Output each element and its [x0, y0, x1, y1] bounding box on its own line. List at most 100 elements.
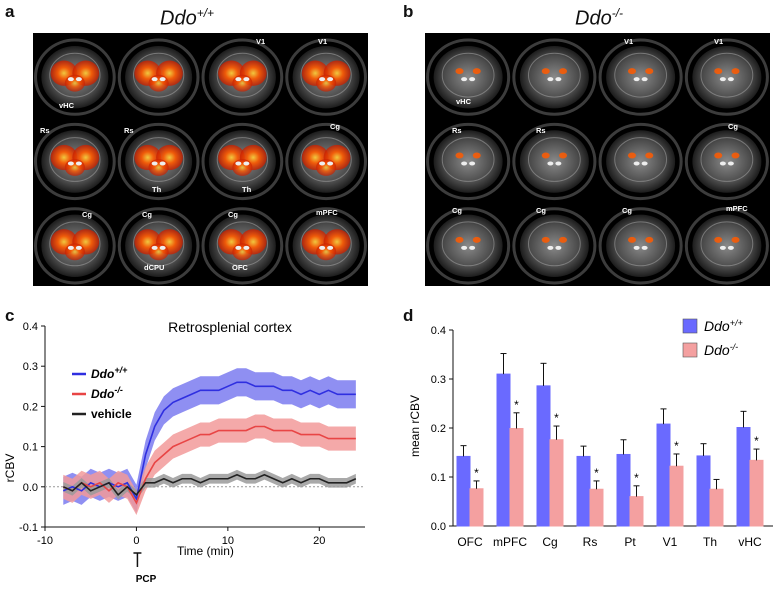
ventricle: [243, 77, 250, 82]
bar-Pt-series-0: [616, 453, 631, 527]
ventricle: [719, 77, 726, 82]
activation-spot: [628, 152, 636, 159]
ventricle: [235, 161, 242, 166]
cortex-outline: [133, 137, 185, 182]
panel-a-letter: a: [5, 2, 15, 21]
y-tick-label: 0.2: [431, 423, 446, 435]
label-rs: Rs: [452, 126, 462, 135]
label-v1: V1: [318, 37, 327, 46]
legend-swatch-1: [682, 342, 698, 358]
panel-b-title: Ddo-/-: [575, 6, 623, 31]
cortex-outline: [614, 221, 667, 267]
ventricle: [641, 77, 648, 82]
series-line-2: [62, 473, 357, 497]
cortex-outline: [216, 52, 268, 98]
mri-grid-wildtype: V1 V1 vHC Rs Rs Cg Th Th Cg Cg Cg mPFC d…: [33, 33, 368, 286]
ventricle: [547, 245, 554, 250]
significance-star: *: [514, 398, 519, 412]
brain-slice: [519, 130, 589, 193]
activation-spot: [645, 68, 654, 75]
ventricle: [151, 161, 158, 166]
ventricle: [327, 77, 334, 82]
bar-Rs-series-0: [576, 455, 591, 527]
bar-OFC-series-1: [469, 488, 484, 527]
skull-ring: [426, 38, 511, 116]
label-vhc: vHC: [59, 101, 75, 110]
ventricle: [235, 245, 242, 250]
ventricle: [67, 245, 74, 250]
significance-star: *: [554, 411, 559, 425]
mri-image-knockout: V1 V1 vHC Rs Rs Cg Cg Cg Cg mPFC: [426, 37, 769, 285]
activation-spot: [731, 152, 740, 159]
activation-spot: [455, 152, 464, 159]
label-rs: Rs: [124, 126, 134, 135]
cortex-outline: [528, 137, 581, 182]
series-line-0: [62, 381, 356, 502]
cortex-outline: [700, 221, 754, 267]
y-axis-label: rCBV: [3, 454, 17, 483]
cortex-outline: [216, 221, 268, 267]
ventricle: [719, 161, 726, 166]
cortex-outline: [441, 221, 495, 267]
activation-spot: [541, 152, 550, 159]
cortex-outline: [700, 52, 754, 98]
line-chart: Retrosplenial cortex rCBV Time (min) PCP…: [3, 319, 365, 585]
activation-blob: [316, 159, 337, 176]
label-cg: Cg: [622, 206, 632, 215]
skull-ring: [684, 38, 769, 116]
activation-blob: [316, 243, 337, 261]
panel-b-letter: b: [403, 2, 414, 21]
label-cg: Cg: [142, 210, 152, 219]
legend-label-1: Ddo-/-: [704, 342, 738, 358]
ventricle: [469, 77, 476, 82]
ventricle: [727, 77, 734, 82]
skull-ring: [684, 207, 769, 285]
ventricle: [547, 161, 554, 166]
cortex-outline: [300, 137, 352, 182]
activation-blob: [148, 74, 169, 92]
activation-spot: [541, 236, 550, 243]
panel-b-title-main: Ddo: [575, 7, 612, 30]
pcp-marker-label: PCP: [136, 574, 157, 585]
ventricle: [67, 161, 74, 166]
skull-ring: [512, 38, 597, 116]
activation-blob: [148, 243, 169, 261]
y-axis-label: mean rCBV: [408, 395, 422, 457]
cortex-outline: [441, 137, 495, 182]
mri-grid-knockout: V1 V1 vHC Rs Rs Cg Cg Cg Cg mPFC: [425, 33, 770, 286]
x-tick-label: Rs: [583, 535, 598, 549]
cortex-outline: [300, 221, 352, 267]
ventricle: [727, 245, 734, 250]
bar-V1-series-1: [669, 465, 684, 527]
cortex-outline: [49, 137, 101, 182]
ventricle: [151, 245, 158, 250]
activation-spot: [472, 68, 481, 75]
ventricle: [547, 77, 554, 82]
label-th: Th: [152, 185, 162, 194]
ventricle: [641, 245, 648, 250]
activation-spot: [714, 68, 723, 75]
legend-label-sup: -/-: [114, 385, 123, 395]
cortex-outline: [133, 221, 185, 267]
skull-ring: [201, 38, 284, 116]
ventricle: [555, 77, 562, 82]
series-line-1: [62, 425, 356, 505]
label-mpfc: mPFC: [316, 208, 338, 217]
brain-slice: [519, 45, 589, 109]
cortex-outline: [300, 52, 352, 98]
x-tick-label: 10: [222, 535, 234, 547]
error-band-series-2: [63, 469, 356, 500]
significance-star: *: [634, 471, 639, 485]
ventricle: [159, 77, 166, 82]
brain-slice: [519, 214, 589, 278]
skull-ring: [426, 122, 511, 201]
cortex-outline: [216, 137, 268, 182]
panel-b-title-sup: -/-: [611, 6, 624, 20]
activation-blob: [316, 74, 337, 92]
bar-Th-series-0: [696, 455, 711, 527]
skull-ring: [34, 122, 116, 201]
x-tick-label: 20: [313, 535, 325, 547]
legend-label-2: vehicle: [91, 407, 132, 421]
activation-spot: [731, 236, 740, 243]
skull-ring: [285, 122, 367, 201]
